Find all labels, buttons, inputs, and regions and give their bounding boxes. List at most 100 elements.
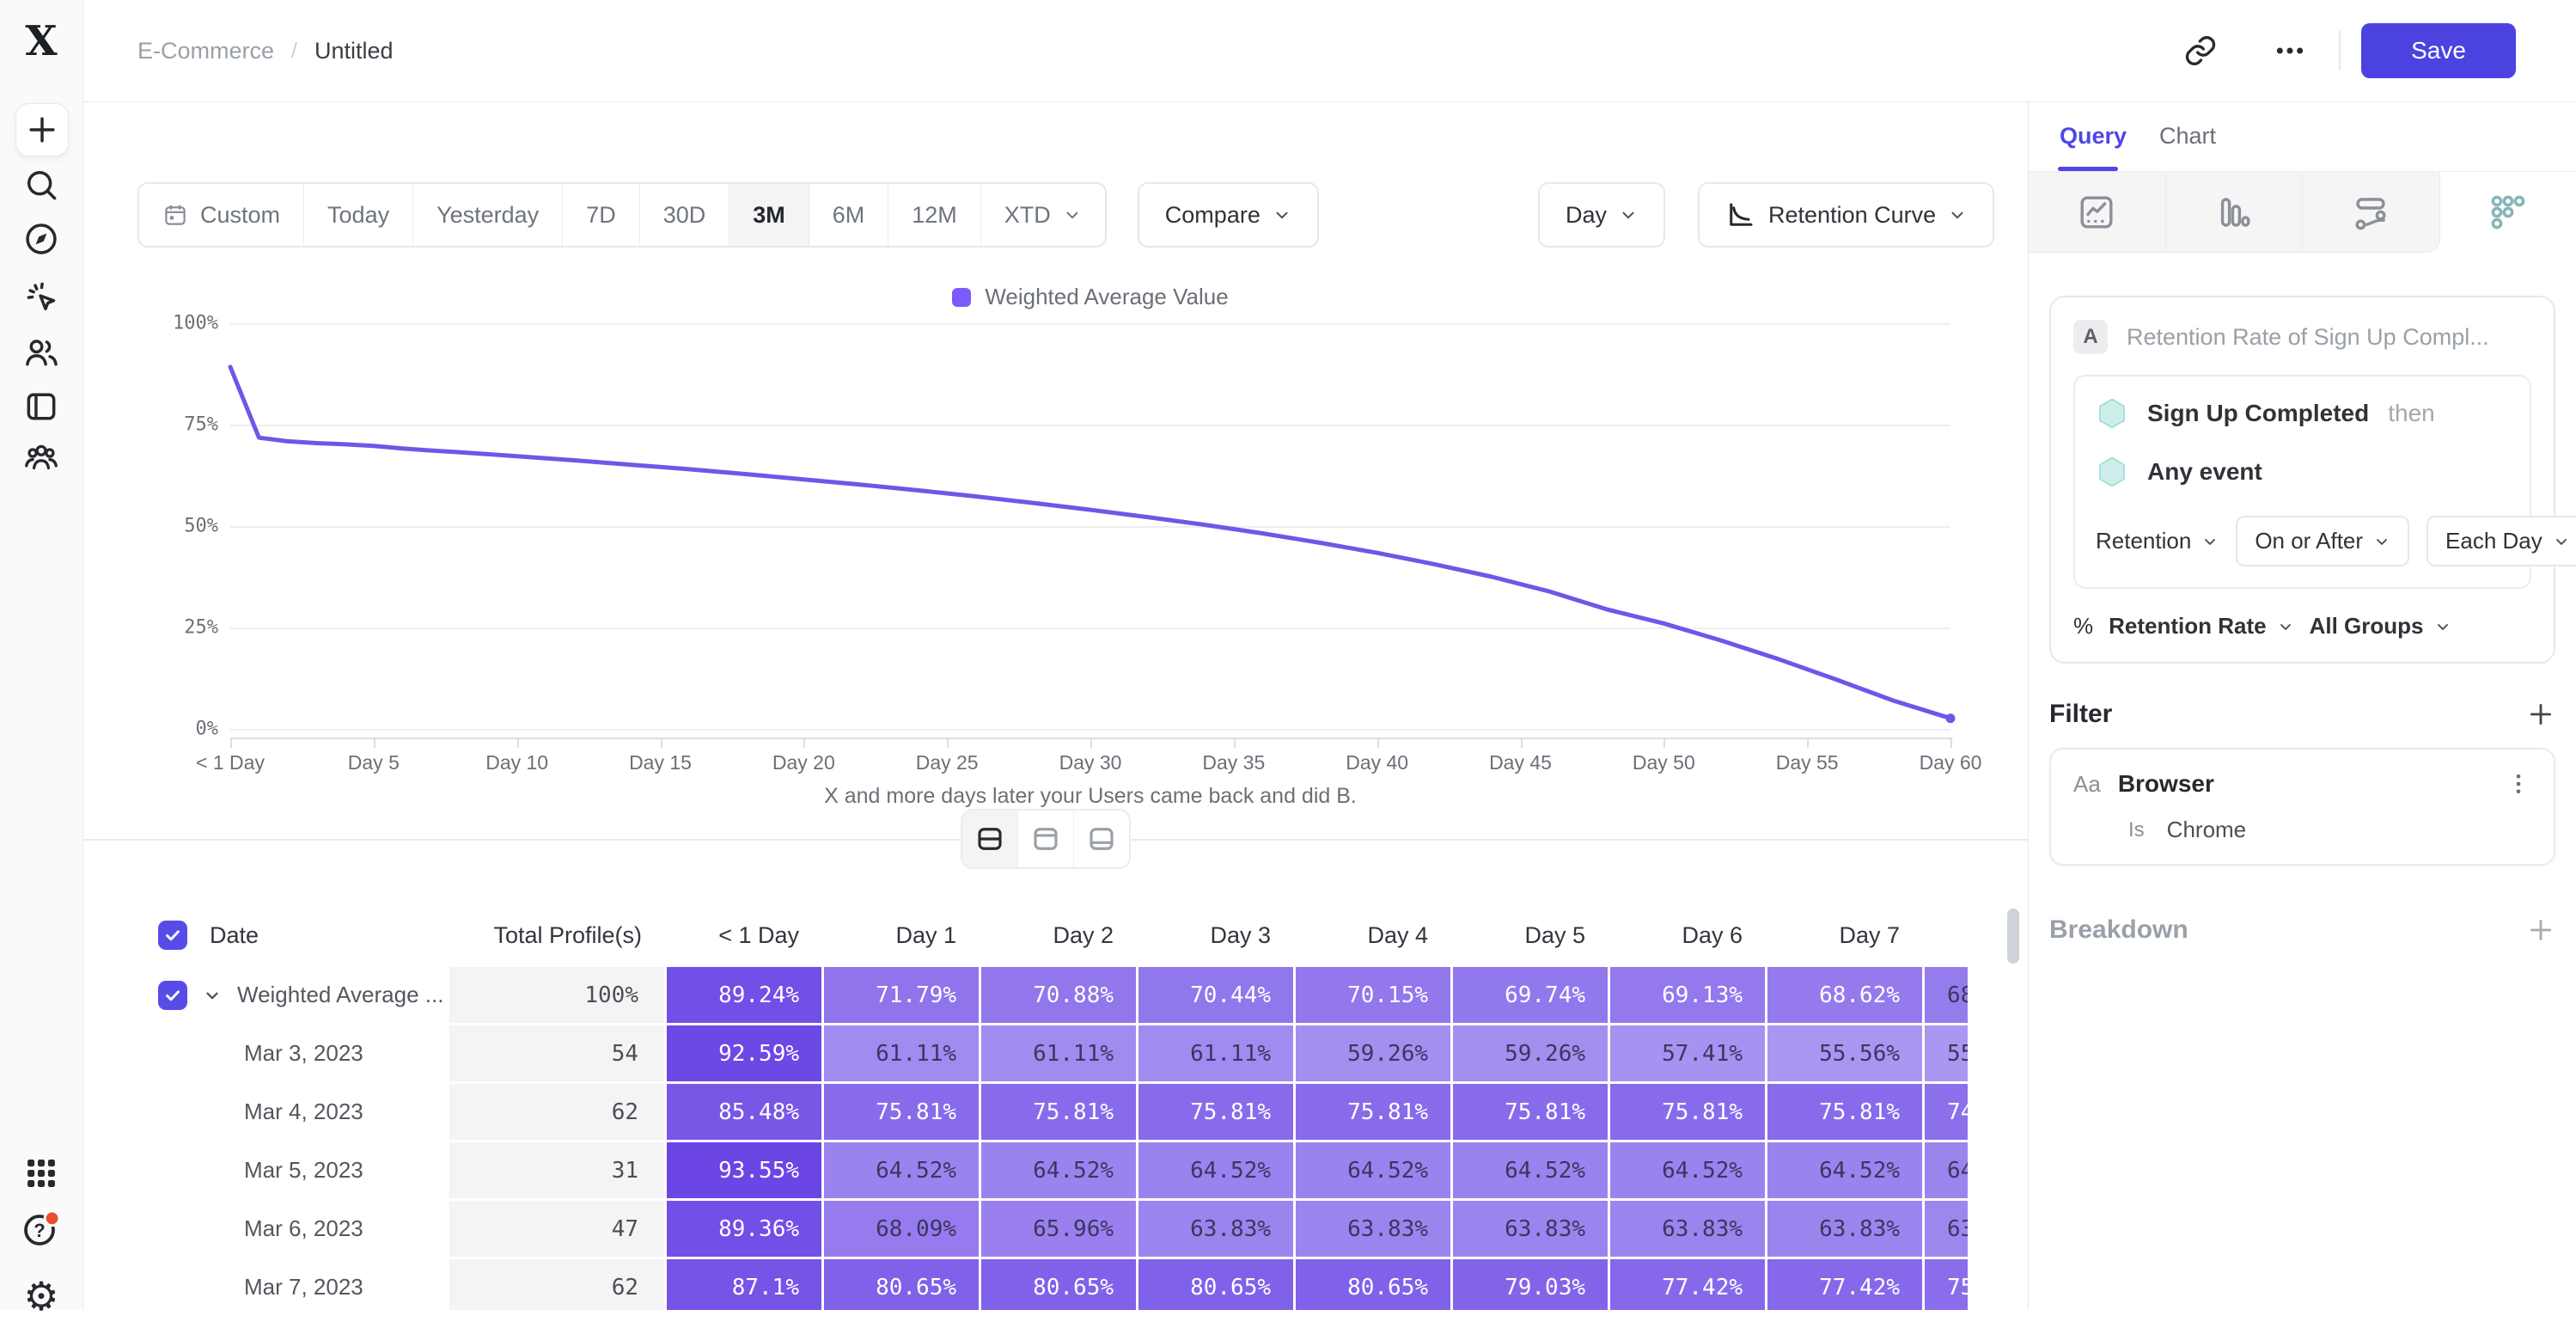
retention-value-cell[interactable]: 75 (1925, 1259, 1968, 1310)
retention-value-cell[interactable]: 70.15% (1296, 967, 1450, 1023)
window-dropdown[interactable]: On or After (2236, 516, 2409, 566)
filter-operator[interactable]: Is (2128, 818, 2145, 842)
row-label-cell[interactable]: Weighted Average ... (137, 967, 447, 1023)
more-actions-button[interactable] (2268, 29, 2311, 72)
apps-button[interactable] (15, 1148, 67, 1199)
tab-flows[interactable] (2303, 172, 2440, 253)
retention-value-cell[interactable]: 69.74% (1453, 967, 1608, 1023)
retention-value-cell[interactable]: 75.81% (1767, 1084, 1922, 1140)
retention-value-cell[interactable]: 69.13% (1610, 967, 1765, 1023)
range-7d[interactable]: 7D (563, 184, 640, 246)
retention-value-cell[interactable]: 79.03% (1453, 1259, 1608, 1310)
column-header[interactable]: Day 3 (1138, 922, 1293, 949)
range-30d[interactable]: 30D (640, 184, 730, 246)
retention-value-cell[interactable]: 80.65% (824, 1259, 979, 1310)
retention-value-cell[interactable]: 65.96% (981, 1201, 1136, 1257)
retention-value-cell[interactable]: 77.42% (1610, 1259, 1765, 1310)
retention-value-cell[interactable]: 63.83% (1767, 1201, 1922, 1257)
row-label-cell[interactable]: Mar 3, 2023 (137, 1025, 447, 1081)
retention-value-cell[interactable]: 63.83% (1296, 1201, 1450, 1257)
retention-value-cell[interactable]: 74 (1925, 1084, 1968, 1140)
chart-only-view-button[interactable] (1018, 811, 1074, 867)
explore-button[interactable] (15, 213, 67, 265)
column-header[interactable]: Date (137, 921, 447, 950)
row-label-cell[interactable]: Mar 7, 2023 (137, 1259, 447, 1310)
tab-retention[interactable] (2440, 172, 2576, 253)
filter-card[interactable]: Aa Browser Is Chrome (2049, 748, 2555, 866)
retention-value-cell[interactable]: 64.52% (1296, 1142, 1450, 1198)
checkbox-checked[interactable] (158, 921, 187, 950)
search-button[interactable] (15, 159, 67, 211)
new-report-button[interactable] (15, 103, 69, 156)
app-logo[interactable]: X (0, 17, 82, 65)
retention-value-cell[interactable]: 75.81% (1453, 1084, 1608, 1140)
retention-value-cell[interactable]: 55.56% (1767, 1025, 1922, 1081)
measure-dropdown[interactable]: Retention Rate (2109, 613, 2293, 640)
range-today[interactable]: Today (304, 184, 413, 246)
retention-value-cell[interactable]: 68.62% (1767, 967, 1922, 1023)
range-custom[interactable]: Custom (139, 184, 304, 246)
column-header[interactable]: Day 4 (1296, 922, 1450, 949)
retention-value-cell[interactable]: 64.52% (1453, 1142, 1608, 1198)
filter-menu-button[interactable] (2506, 771, 2531, 797)
granularity-dropdown[interactable]: Day (1538, 182, 1665, 248)
cohorts-button[interactable] (15, 431, 67, 483)
retention-value-cell[interactable]: 75.81% (1296, 1084, 1450, 1140)
column-header[interactable]: Day 7 (1767, 922, 1922, 949)
column-header[interactable]: Day 2 (981, 922, 1136, 949)
retention-value-cell[interactable]: 64.52% (1138, 1142, 1293, 1198)
split-view-button[interactable] (962, 811, 1018, 867)
copy-link-button[interactable] (2179, 29, 2222, 72)
retention-value-cell[interactable]: 61.11% (1138, 1025, 1293, 1081)
table-scrollbar[interactable] (2007, 909, 2019, 964)
retention-value-cell[interactable]: 89.36% (667, 1201, 821, 1257)
retention-value-cell[interactable]: 75.81% (1610, 1084, 1765, 1140)
column-header[interactable]: Day 1 (824, 922, 979, 949)
retention-value-cell[interactable]: 85.48% (667, 1084, 821, 1140)
retention-value-cell[interactable]: 64 (1925, 1142, 1968, 1198)
retention-value-cell[interactable]: 77.42% (1767, 1259, 1922, 1310)
compare-button[interactable]: Compare (1138, 182, 1319, 248)
tab-funnel[interactable] (2166, 172, 2304, 253)
tab-insights[interactable] (2029, 172, 2166, 253)
first-event-row[interactable]: Sign Up Completed then (2096, 397, 2509, 430)
row-label-cell[interactable]: Mar 6, 2023 (137, 1201, 447, 1257)
tab-chart[interactable]: Chart (2159, 123, 2216, 150)
chart-type-dropdown[interactable]: Retention Curve (1698, 182, 1994, 248)
retention-value-cell[interactable]: 75.81% (824, 1084, 979, 1140)
retention-value-cell[interactable]: 68 (1925, 967, 1968, 1023)
add-breakdown-button[interactable] (2526, 915, 2555, 945)
chart-legend[interactable]: Weighted Average Value (230, 284, 1950, 310)
range-6m[interactable]: 6M (809, 184, 889, 246)
help-button[interactable]: ? (15, 1203, 67, 1255)
range-3m[interactable]: 3M (729, 184, 809, 246)
retention-value-cell[interactable]: 75.81% (1138, 1084, 1293, 1140)
row-label-cell[interactable]: Mar 4, 2023 (137, 1084, 447, 1140)
retention-value-cell[interactable]: 63 (1925, 1201, 1968, 1257)
retention-value-cell[interactable]: 59.26% (1453, 1025, 1608, 1081)
retention-value-cell[interactable]: 93.55% (667, 1142, 821, 1198)
retention-value-cell[interactable]: 61.11% (824, 1025, 979, 1081)
retention-value-cell[interactable]: 61.11% (981, 1025, 1136, 1081)
retention-value-cell[interactable]: 68.09% (824, 1201, 979, 1257)
save-button[interactable]: Save (2361, 23, 2516, 78)
range-xtd[interactable]: XTD (981, 184, 1105, 246)
retention-value-cell[interactable]: 80.65% (981, 1259, 1136, 1310)
column-header[interactable]: < 1 Day (667, 922, 821, 949)
retention-value-cell[interactable]: 64.52% (1767, 1142, 1922, 1198)
reports-button[interactable] (15, 381, 67, 432)
retention-value-cell[interactable]: 70.88% (981, 967, 1136, 1023)
return-event-row[interactable]: Any event (2096, 456, 2509, 488)
retention-value-cell[interactable]: 70.44% (1138, 967, 1293, 1023)
checkbox-checked[interactable] (158, 981, 187, 1010)
table-only-view-button[interactable] (1074, 811, 1129, 867)
retention-value-cell[interactable]: 63.83% (1453, 1201, 1608, 1257)
retention-value-cell[interactable]: 75.81% (981, 1084, 1136, 1140)
retention-value-cell[interactable]: 57.41% (1610, 1025, 1765, 1081)
retention-value-cell[interactable]: 80.65% (1138, 1259, 1293, 1310)
retention-type-dropdown[interactable]: Retention (2096, 528, 2219, 554)
row-label-cell[interactable]: Mar 5, 2023 (137, 1142, 447, 1198)
retention-value-cell[interactable]: 64.52% (981, 1142, 1136, 1198)
profiles-button[interactable] (15, 327, 67, 378)
retention-value-cell[interactable]: 64.52% (1610, 1142, 1765, 1198)
